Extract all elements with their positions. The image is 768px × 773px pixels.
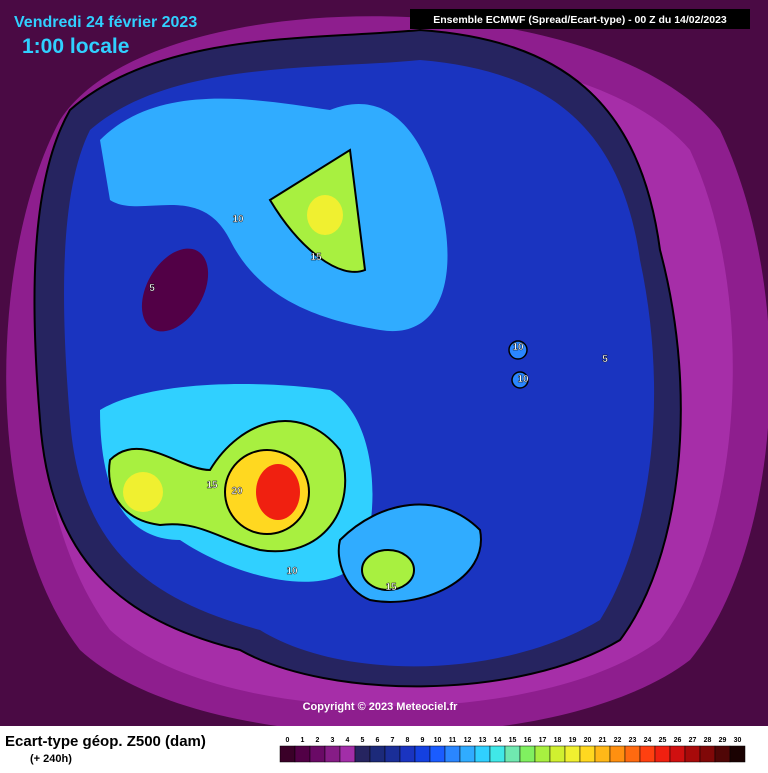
contour-labels: 10 15 5 10 10 5 15 20 10 15 (149, 214, 608, 593)
colorbar-tick-label: 10 (434, 737, 442, 744)
colorbar-swatch (369, 745, 386, 763)
colorbar-tick-label: 1 (301, 737, 305, 744)
colorbar-swatch (684, 745, 701, 763)
colorbar-tick-label: 13 (479, 737, 487, 744)
model-box (410, 9, 750, 29)
contour-label: 10 (232, 214, 244, 225)
colorbar-tick-label: 19 (569, 737, 577, 744)
colorbar-swatch (639, 745, 656, 763)
colorbar-swatch (549, 745, 566, 763)
colorbar-swatch (624, 745, 641, 763)
contour-label: 15 (385, 582, 397, 593)
colorbar-swatch (279, 745, 296, 763)
colorbar-swatch (339, 745, 356, 763)
colorbar-tick-label: 9 (421, 737, 425, 744)
colorbar-swatch (714, 745, 731, 763)
colorbar-tick-label: 8 (406, 737, 410, 744)
colorbar-tick-label: 5 (361, 737, 365, 744)
colorbar-swatch (564, 745, 581, 763)
colorbar-tick-label: 28 (704, 737, 712, 744)
colorbar-tick-label: 7 (391, 737, 395, 744)
colorbar-swatch (414, 745, 431, 763)
contour-label: 15 (206, 480, 218, 491)
colorbar-tick-label: 6 (376, 737, 380, 744)
colorbar-swatch (729, 745, 746, 763)
contour-label: 5 (602, 354, 608, 365)
colorbar-tick-label: 22 (614, 737, 622, 744)
colorbar-swatch (579, 745, 596, 763)
copyright: Copyright © 2023 Meteociel.fr (303, 701, 459, 713)
date: Vendredi 24 février 2023 (14, 14, 197, 31)
colorbar-tick-label: 25 (659, 737, 667, 744)
colorbar-tick-label: 12 (464, 737, 472, 744)
colorbar-tick-label: 20 (584, 737, 592, 744)
colorbar-tick-label: 11 (449, 737, 457, 744)
colorbar-tick-label: 4 (346, 737, 350, 744)
colorbar-swatch (309, 745, 326, 763)
colorbar-swatch (474, 745, 491, 763)
colorbar-tick-label: 0 (286, 737, 290, 744)
colorbar-swatch (534, 745, 551, 763)
contour-label: 15 (310, 252, 322, 263)
colorbar-swatch (429, 745, 446, 763)
colorbar-tick-label: 17 (539, 737, 547, 744)
colorbar-tick-label: 16 (524, 737, 532, 744)
colorbar-swatch (384, 745, 401, 763)
map (0, 0, 768, 734)
colorbar-tick-label: 15 (509, 737, 517, 744)
colorbar-swatch (354, 745, 371, 763)
colorbar-tick-label: 27 (689, 737, 697, 744)
contour-label: 5 (149, 283, 155, 294)
colorbar-swatch (459, 745, 476, 763)
colorbar-tick-label: 2 (316, 737, 320, 744)
colorbar-swatch (594, 745, 611, 763)
colorbar-tick-label: 29 (719, 737, 727, 744)
contour-label: 20 (231, 486, 243, 497)
colorbar-tick-label: 14 (494, 737, 502, 744)
colorbar-swatch (609, 745, 626, 763)
colorbar-swatch (489, 745, 506, 763)
model: Ensemble ECMWF (Spread/Ecart-type) - 00 … (433, 14, 727, 26)
colorbar-swatch (519, 745, 536, 763)
legend-title: Ecart-type géop. Z500 (dam) (5, 733, 206, 750)
colorbar-tick-label: 18 (554, 737, 562, 744)
colorbar-tick-label: 30 (734, 737, 742, 744)
colorbar-swatch (699, 745, 716, 763)
colorbar-swatch (294, 745, 311, 763)
legend-subtitle: (+ 240h) (30, 753, 72, 765)
colorbar-swatch (654, 745, 671, 763)
colorbar-swatch (669, 745, 686, 763)
colorbar-swatch (399, 745, 416, 763)
colorbar-tick-label: 3 (331, 737, 335, 744)
colorbar-tick-label: 23 (629, 737, 637, 744)
contour-label: 10 (286, 566, 298, 577)
time: 1:00 locale (22, 35, 129, 58)
colorbar-swatch (504, 745, 521, 763)
colorbar-swatch (324, 745, 341, 763)
contour-label: 10 (517, 374, 529, 385)
colorbar-tick-label: 24 (644, 737, 652, 744)
colorbar-tick-label: 26 (674, 737, 682, 744)
colorbar: 0 1 2 3 4 5 6 7 8 9 10 11 12 13 14 15 16 17 18 19 20 21 22 23 24… (279, 737, 746, 763)
contour-label: 10 (512, 342, 524, 353)
colorbar-swatch (444, 745, 461, 763)
colorbar-tick-label: 21 (599, 737, 607, 744)
